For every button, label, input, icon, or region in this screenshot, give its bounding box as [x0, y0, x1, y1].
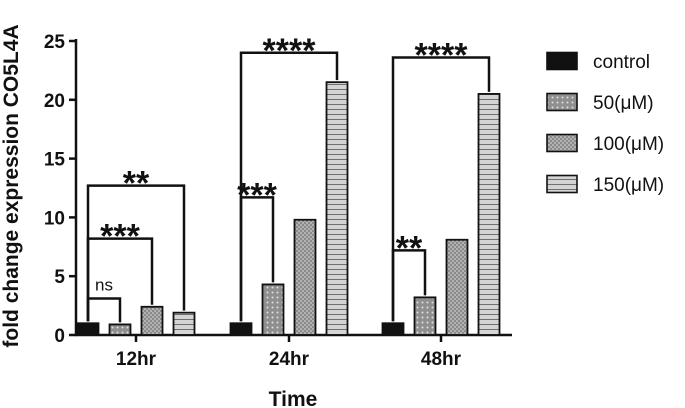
y-tick-label: 0: [54, 326, 65, 347]
x-tick-label: 24hr: [269, 349, 310, 370]
x-axis-title: Time: [269, 388, 318, 408]
significance-brackets: ns***** *************: [86, 32, 491, 323]
legend-swatch: [546, 174, 578, 194]
significance-bracket: [86, 297, 122, 323]
legend-swatch: [546, 133, 578, 153]
y-tick-label: 10: [44, 208, 65, 229]
bar: [229, 322, 253, 336]
bar: [140, 305, 164, 336]
bar: [445, 238, 469, 336]
legend: control 50(μM) 100(μM) 150(μM): [546, 51, 664, 196]
significance-bracket: [391, 56, 491, 322]
y-tick-label: 25: [44, 32, 66, 53]
significance-label: **: [123, 165, 150, 203]
bar: [108, 323, 132, 336]
legend-label: 150(μM): [593, 175, 664, 196]
significance-label: ***: [237, 176, 277, 214]
bar: [172, 311, 196, 336]
y-tick-label: 5: [54, 267, 65, 288]
significance-label: ns: [95, 276, 113, 295]
x-tick-label: 48hr: [421, 349, 462, 370]
y-tick-label: 20: [44, 91, 65, 112]
legend-label: 100(μM): [593, 134, 664, 155]
legend-swatch: [546, 51, 578, 71]
bars: [76, 81, 501, 336]
significance-label: ****: [415, 36, 469, 74]
x-tick-label: 12hr: [116, 349, 157, 370]
y-axis-title: fold change expression CO5L4A: [0, 24, 23, 347]
significance-label: ***: [100, 218, 140, 256]
bar: [477, 93, 501, 336]
bar: [381, 322, 405, 336]
y-tick-label: 15: [44, 150, 66, 171]
legend-label: control: [593, 52, 650, 73]
significance-bracket: [239, 51, 339, 322]
significance-bracket: [86, 184, 186, 322]
bar: [293, 218, 317, 336]
bar: [76, 322, 100, 336]
legend-swatch: [546, 92, 578, 112]
bar: [413, 296, 437, 336]
significance-label: ****: [263, 32, 317, 70]
legend-label: 50(μM): [593, 93, 654, 114]
bar: [261, 283, 285, 336]
bar: [325, 81, 349, 336]
significance-label: **: [396, 229, 423, 267]
